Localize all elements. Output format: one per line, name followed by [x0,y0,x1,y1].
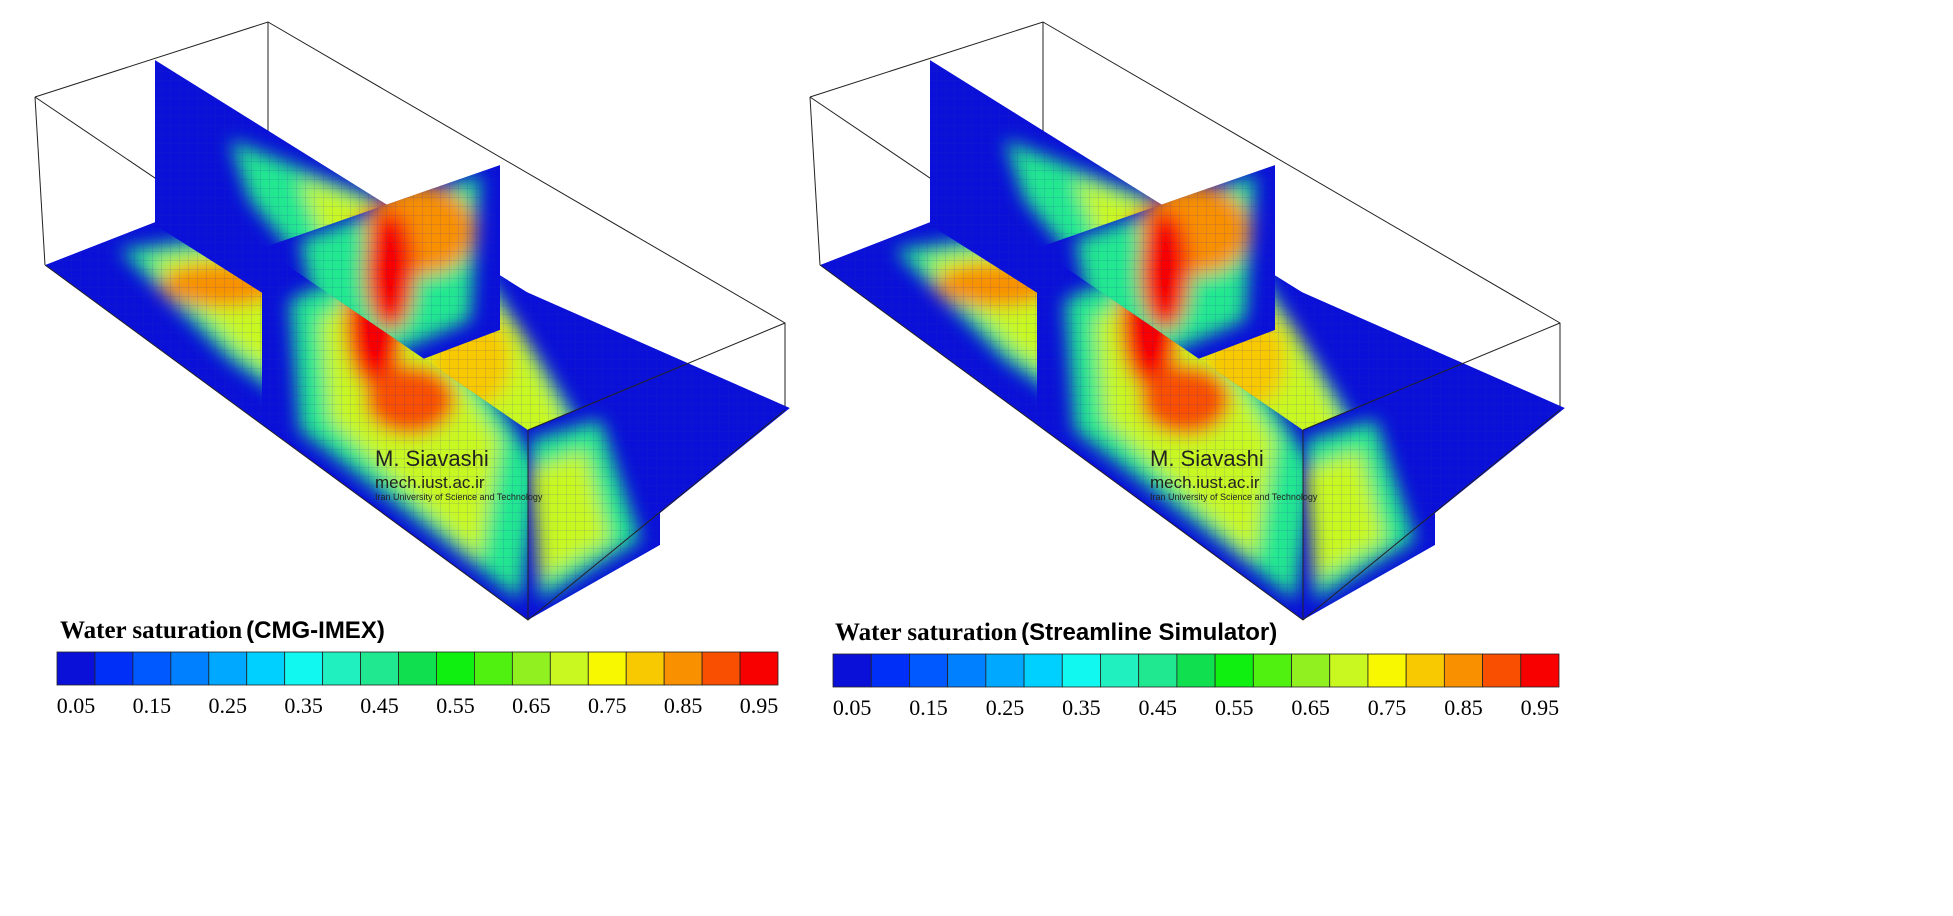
colorbar-tick-label: 0.15 [909,695,948,720]
colorbar-segment [1482,653,1522,688]
subtitle: (CMG-IMEX) [246,617,385,644]
plot-3d [775,0,1575,700]
watermark: M. Siavashi [375,446,489,471]
colorbar-tick-label: 0.75 [588,693,627,718]
colorbar-segment [1520,653,1560,688]
panel: M. Siavashi mech.iust.ac.ir Iran Univers… [56,446,779,718]
colorbar-tick-label: 0.75 [1368,695,1407,720]
colorbar-segment [909,653,949,688]
colorbar-segment [360,651,399,686]
colorbar-segment [170,651,210,686]
colorbar-segment [1367,653,1407,688]
colorbar-segment [56,651,96,686]
colorbar-segment [1023,653,1063,688]
colorbar-segment [947,653,987,688]
colorbar-segment [832,653,872,688]
colorbar-segment [701,651,741,686]
colorbar-segment [1214,653,1254,688]
watermark: M. Siavashi [1150,446,1264,471]
colorbar-segment [246,651,286,686]
colorbar-tick-label: 0.85 [664,693,703,718]
colorbar-segment [1061,653,1101,688]
colorbar-segment [398,651,437,686]
colorbar-segment [1138,653,1178,688]
watermark: mech.iust.ac.ir [375,473,485,492]
colorbar-tick-label: 0.15 [133,693,172,718]
title: Water saturation [835,619,1017,646]
colorbar-tick-label: 0.55 [436,693,475,718]
colorbar-tick-label: 0.65 [1291,695,1330,720]
colorbar-segment [1176,653,1216,688]
colorbar-segment [208,651,248,686]
watermark: mech.iust.ac.ir [1150,473,1260,492]
colorbar-segment [739,651,779,686]
colorbar-segment [1329,653,1369,688]
colorbar-tick-label: 0.65 [512,693,551,718]
colorbar-segment [985,653,1025,688]
colorbar-tick-label: 0.05 [833,695,872,720]
colorbar-segment [1443,653,1483,688]
colorbar-segment [474,651,513,686]
colorbar-tick-label: 0.85 [1444,695,1483,720]
colorbar-segment [625,651,665,686]
colorbar-segment [549,651,589,686]
colorbar-segment [1100,653,1140,688]
subtitle: (Streamline Simulator) [1021,619,1277,646]
colorbar-tick-label: 0.45 [360,693,399,718]
colorbar-segment [1405,653,1445,688]
watermark: Iran University of Science and Technolog… [375,492,543,502]
panel: M. Siavashi mech.iust.ac.ir Iran Univers… [832,446,1560,720]
colorbar: 0.05 0.15 0.25 0.35 0.45 0.55 0.65 0.75 0.85 0.95 [56,651,779,718]
colorbar-tick-label: 0.95 [740,693,779,718]
colorbar-tick-label: 0.05 [57,693,96,718]
colorbar-segment [436,651,475,686]
colorbar-segment [1291,653,1331,688]
colorbar: 0.05 0.15 0.25 0.35 0.45 0.55 0.65 0.75 0.85 0.95 [832,653,1560,720]
colorbar-segment [94,651,134,686]
plot-3d [0,0,800,700]
colorbar-tick-label: 0.35 [284,693,323,718]
colorbar-tick-label: 0.25 [209,693,248,718]
colorbar-segment [870,653,910,688]
colorbar-tick-label: 0.35 [1062,695,1101,720]
colorbar-tick-label: 0.25 [986,695,1025,720]
colorbar-tick-label: 0.45 [1139,695,1178,720]
title: Water saturation [60,617,242,644]
colorbar-tick-label: 0.95 [1521,695,1560,720]
panel-title: Water saturation (CMG-IMEX) [60,617,385,644]
panel-title: Water saturation (Streamline Simulator) [835,619,1277,646]
colorbar-segment [587,651,627,686]
colorbar-segment [663,651,703,686]
colorbar-segment [132,651,172,686]
colorbar-segment [322,651,361,686]
colorbar-segment [284,651,324,686]
colorbar-tick-label: 0.55 [1215,695,1254,720]
watermark: Iran University of Science and Technolog… [1150,492,1318,502]
colorbar-segment [511,651,551,686]
colorbar-segment [1252,653,1292,688]
